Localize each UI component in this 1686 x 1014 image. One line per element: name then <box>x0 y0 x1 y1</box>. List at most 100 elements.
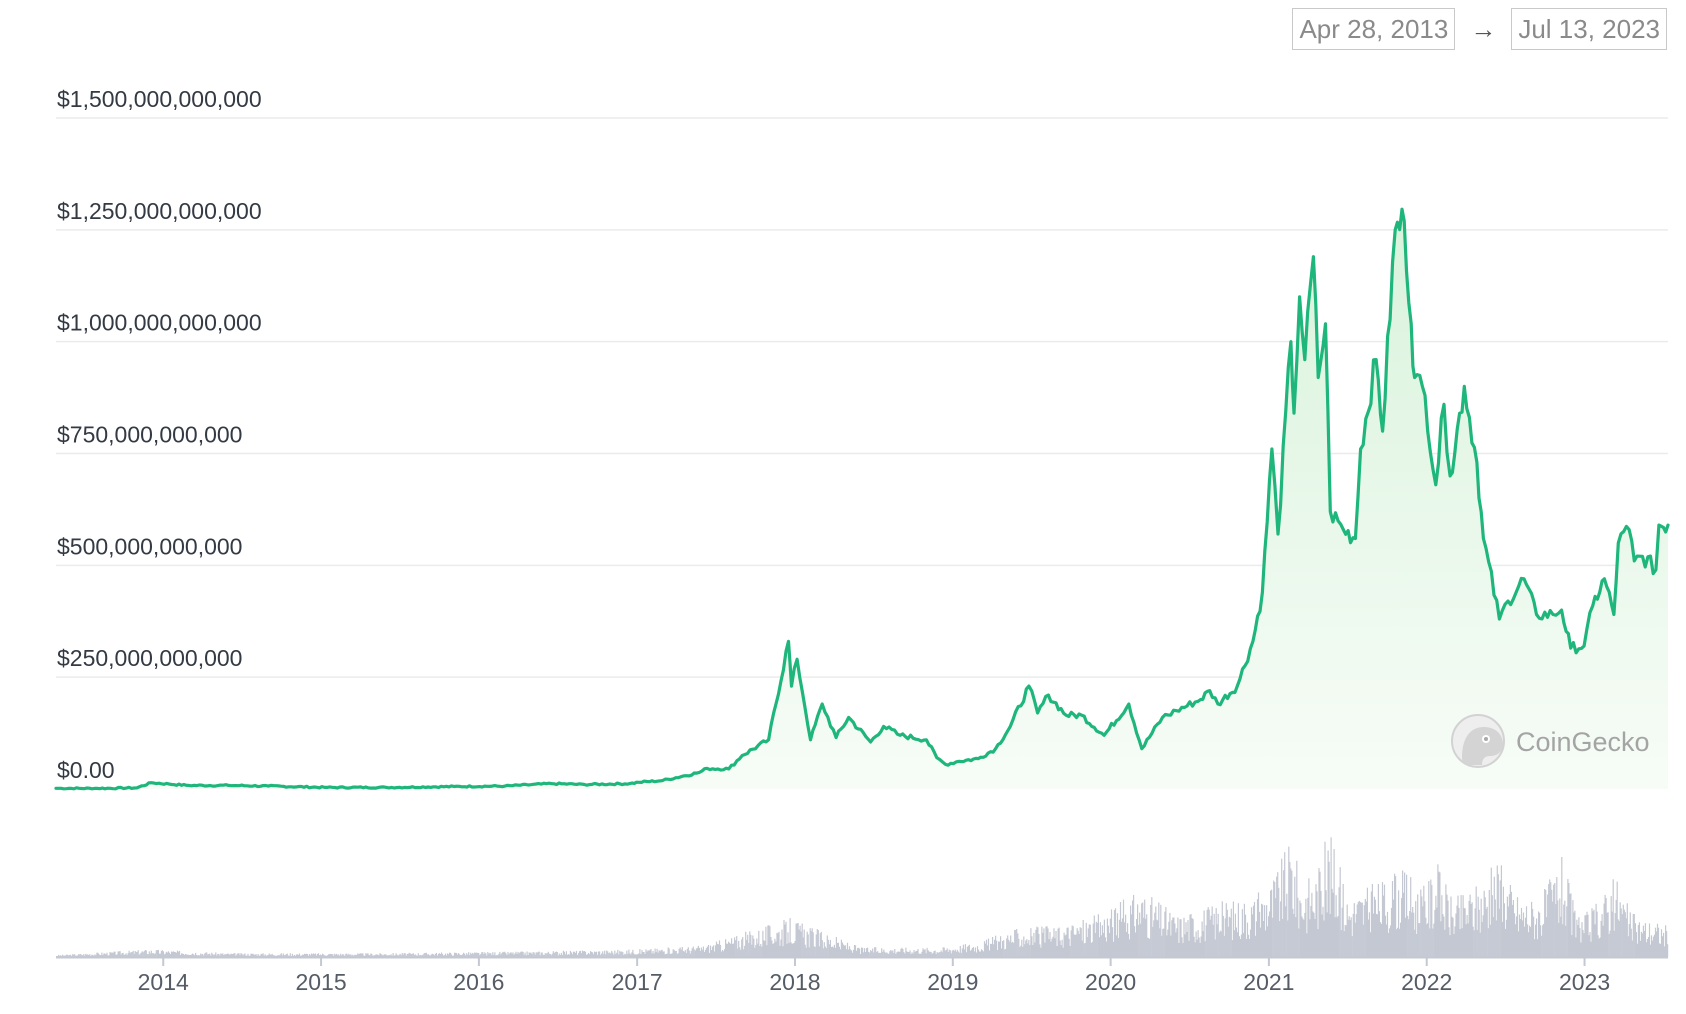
volume-bar <box>896 952 898 957</box>
volume-bar <box>679 947 681 957</box>
volume-bar <box>1532 908 1534 957</box>
volume-bar <box>229 955 231 957</box>
volume-bar <box>75 955 77 957</box>
volume-bar <box>914 952 916 957</box>
volume-bar <box>1031 936 1033 957</box>
volume-bar <box>433 955 435 957</box>
volume-bar <box>1357 902 1359 957</box>
volume-bar <box>1380 923 1383 957</box>
volume-bar <box>537 951 539 957</box>
volume-bar <box>522 951 524 957</box>
volume-bar <box>1652 936 1655 957</box>
volume-bar <box>1118 919 1121 957</box>
volume-bar <box>523 954 525 957</box>
volume-bar <box>704 950 706 957</box>
volume-bar <box>733 943 735 957</box>
volume-bar <box>1235 927 1237 957</box>
volume-bar <box>454 952 456 957</box>
volume-bar <box>1306 933 1308 957</box>
volume-bar <box>1502 886 1504 957</box>
volume-bar <box>1469 894 1471 957</box>
volume-bar <box>154 953 156 957</box>
volume-bar <box>1523 926 1526 957</box>
volume-bar <box>449 952 452 957</box>
volume-bar <box>1443 916 1445 957</box>
volume-bar <box>113 951 115 957</box>
volume-bar <box>627 953 629 957</box>
volume-bar <box>1161 935 1163 957</box>
volume-bar <box>1619 902 1621 957</box>
volume-bar <box>1403 892 1405 957</box>
volume-bar <box>1588 935 1590 957</box>
volume-bar <box>1254 935 1257 957</box>
volume-bar <box>1549 879 1551 957</box>
volume-bar <box>1414 929 1416 957</box>
volume-bar <box>1272 917 1274 957</box>
volume-bar <box>423 953 425 957</box>
volume-bar <box>1047 928 1049 957</box>
volume-bar <box>944 950 946 957</box>
volume-bar <box>146 954 148 957</box>
volume-bar <box>360 953 362 957</box>
volume-bar <box>76 955 78 957</box>
volume-bar <box>133 953 135 957</box>
volume-bar <box>456 953 458 957</box>
volume-bar <box>1627 936 1629 957</box>
volume-bar <box>1248 939 1251 957</box>
volume-bar <box>1096 922 1098 957</box>
volume-bar <box>857 948 859 957</box>
volume-bar <box>345 953 347 957</box>
volume-bar <box>1658 943 1661 957</box>
volume-bar <box>617 949 619 957</box>
volume-bar <box>1126 932 1128 957</box>
volume-bar <box>510 952 512 957</box>
volume-bar <box>434 953 436 957</box>
volume-bar <box>593 954 595 957</box>
volume-bar <box>1461 928 1463 957</box>
volume-bar <box>524 952 526 957</box>
end-date-input[interactable]: Jul 13, 2023 <box>1511 8 1667 50</box>
volume-bar <box>815 934 817 957</box>
volume-bar <box>1259 911 1261 957</box>
volume-bar <box>1050 941 1052 957</box>
volume-bar <box>951 950 953 957</box>
volume-bar <box>683 951 685 957</box>
volume-bar <box>1424 901 1426 957</box>
volume-bar <box>299 955 301 957</box>
volume-bar <box>128 950 130 957</box>
volume-bar <box>1310 905 1312 957</box>
volume-bar <box>1170 935 1172 957</box>
volume-bar <box>897 951 899 957</box>
volume-bar <box>639 949 641 957</box>
volume-bar <box>543 955 545 957</box>
volume-bar <box>359 953 361 957</box>
start-date-input[interactable]: Apr 28, 2013 <box>1292 8 1456 50</box>
volume-bar <box>975 952 977 957</box>
volume-bar <box>592 952 594 957</box>
volume-bar <box>59 955 61 957</box>
volume-bar <box>342 954 344 957</box>
volume-bar <box>1334 917 1336 957</box>
volume-bar <box>1282 919 1284 957</box>
volume-bar <box>89 954 91 957</box>
volume-bar <box>209 953 211 957</box>
volume-bar <box>731 938 733 957</box>
volume-bar <box>1200 936 1202 957</box>
volume-bar <box>1442 914 1444 957</box>
volume-bar <box>1138 924 1140 957</box>
volume-bar <box>227 953 229 957</box>
volume-bar <box>546 953 548 957</box>
volume-bar <box>573 951 576 957</box>
volume-bar <box>628 949 630 957</box>
volume-bar <box>1110 909 1113 957</box>
volume-bar <box>1322 906 1324 957</box>
volume-bar <box>1192 919 1194 957</box>
volume-bar <box>942 947 944 957</box>
volume-bar <box>103 953 105 957</box>
volume-bar <box>706 946 708 957</box>
volume-bar <box>206 952 208 957</box>
volume-bar <box>461 955 463 957</box>
volume-bar <box>309 955 312 957</box>
volume-bar <box>1389 925 1392 957</box>
volume-bar <box>505 953 507 957</box>
